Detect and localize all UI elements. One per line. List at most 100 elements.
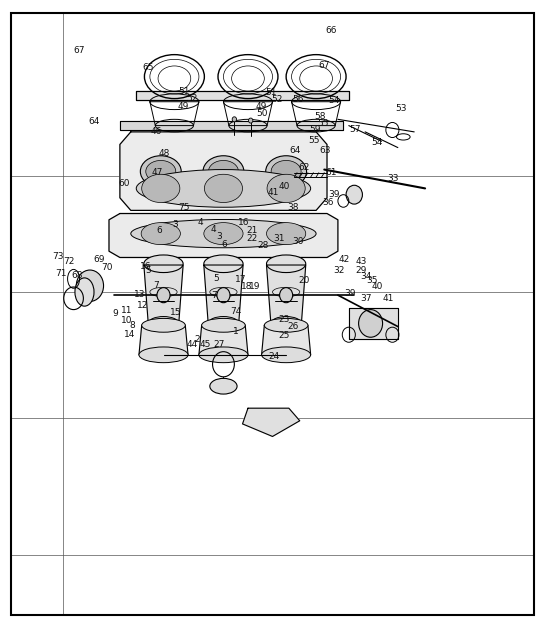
Text: 41: 41 [268, 188, 279, 197]
Text: 7: 7 [211, 291, 216, 300]
Text: 23: 23 [279, 315, 290, 323]
Text: 67: 67 [73, 46, 85, 55]
Text: 70: 70 [101, 263, 113, 272]
Text: 47: 47 [152, 168, 162, 176]
Circle shape [76, 270, 104, 301]
Text: 52: 52 [271, 95, 282, 104]
Ellipse shape [267, 222, 306, 244]
Text: 67: 67 [318, 62, 330, 70]
Ellipse shape [141, 222, 180, 244]
Polygon shape [120, 132, 327, 210]
Ellipse shape [139, 347, 188, 363]
Text: 40: 40 [279, 182, 290, 191]
Text: 27: 27 [214, 340, 225, 349]
Text: 71: 71 [55, 269, 67, 278]
Text: 39: 39 [328, 190, 340, 199]
Text: 39: 39 [344, 290, 356, 298]
Text: 16: 16 [238, 218, 250, 227]
Text: 64: 64 [290, 146, 301, 155]
Ellipse shape [199, 347, 248, 363]
Text: 65: 65 [142, 63, 154, 72]
Text: 49: 49 [178, 102, 189, 111]
Ellipse shape [204, 255, 243, 273]
Text: 32: 32 [334, 266, 344, 274]
Ellipse shape [144, 255, 183, 273]
Text: 49: 49 [256, 102, 267, 111]
Ellipse shape [232, 117, 237, 122]
Polygon shape [267, 265, 306, 323]
Polygon shape [120, 121, 343, 130]
Text: 3: 3 [216, 232, 222, 241]
Text: 26: 26 [287, 322, 298, 331]
Polygon shape [139, 325, 188, 355]
Ellipse shape [141, 156, 181, 187]
Text: 25: 25 [279, 332, 290, 340]
Ellipse shape [271, 160, 301, 182]
Text: 59: 59 [309, 126, 321, 134]
Text: 40: 40 [372, 282, 383, 291]
Text: 51: 51 [178, 87, 190, 95]
Ellipse shape [203, 156, 244, 187]
Text: 43: 43 [355, 257, 366, 266]
Text: 56: 56 [292, 95, 304, 104]
Text: 57: 57 [349, 125, 361, 134]
Ellipse shape [208, 160, 239, 182]
Ellipse shape [146, 160, 176, 182]
Circle shape [217, 288, 230, 303]
Text: 18: 18 [240, 282, 252, 291]
Text: 51: 51 [265, 88, 277, 97]
Polygon shape [136, 91, 349, 100]
Polygon shape [243, 408, 300, 436]
Text: 63: 63 [319, 146, 331, 155]
Text: 64: 64 [88, 117, 99, 126]
Ellipse shape [271, 317, 301, 330]
Text: 17: 17 [235, 275, 247, 284]
Text: 19: 19 [249, 282, 261, 291]
Text: 37: 37 [360, 295, 372, 303]
Text: 30: 30 [292, 237, 304, 246]
Text: 8: 8 [129, 322, 135, 330]
Polygon shape [349, 308, 398, 339]
Ellipse shape [267, 175, 305, 202]
Text: 61: 61 [325, 168, 337, 176]
Polygon shape [199, 325, 248, 355]
Text: 46: 46 [151, 127, 162, 136]
Polygon shape [109, 214, 338, 257]
Text: 4: 4 [197, 219, 203, 227]
Ellipse shape [136, 170, 311, 207]
Circle shape [346, 185, 362, 204]
Text: 66: 66 [325, 26, 337, 35]
Text: 55: 55 [317, 119, 329, 128]
Text: 58: 58 [314, 112, 326, 121]
Text: 1: 1 [233, 327, 238, 336]
Text: 28: 28 [257, 241, 268, 250]
Text: 45: 45 [200, 340, 211, 349]
Text: 60: 60 [118, 179, 130, 188]
Text: 53: 53 [395, 104, 407, 112]
Text: 54: 54 [329, 96, 340, 105]
Text: 69: 69 [93, 256, 105, 264]
Text: 62: 62 [298, 163, 309, 172]
Text: 15: 15 [169, 308, 181, 317]
Text: 11: 11 [120, 306, 132, 315]
Text: 3: 3 [173, 220, 178, 229]
Polygon shape [262, 325, 311, 355]
Ellipse shape [148, 317, 179, 330]
Text: 6: 6 [156, 226, 162, 235]
Text: 20: 20 [298, 276, 309, 284]
Ellipse shape [142, 175, 180, 202]
Text: 42: 42 [339, 256, 350, 264]
Ellipse shape [266, 156, 306, 187]
Text: 48: 48 [159, 149, 170, 158]
Ellipse shape [210, 378, 237, 394]
Text: 35: 35 [366, 276, 378, 285]
Text: 5: 5 [214, 274, 219, 283]
Text: 16: 16 [140, 262, 152, 271]
Ellipse shape [204, 175, 243, 202]
Text: 55: 55 [308, 136, 320, 145]
Text: 2: 2 [195, 335, 200, 344]
Text: 75: 75 [178, 203, 190, 212]
Polygon shape [144, 265, 183, 323]
Circle shape [359, 310, 383, 337]
Ellipse shape [264, 318, 308, 332]
